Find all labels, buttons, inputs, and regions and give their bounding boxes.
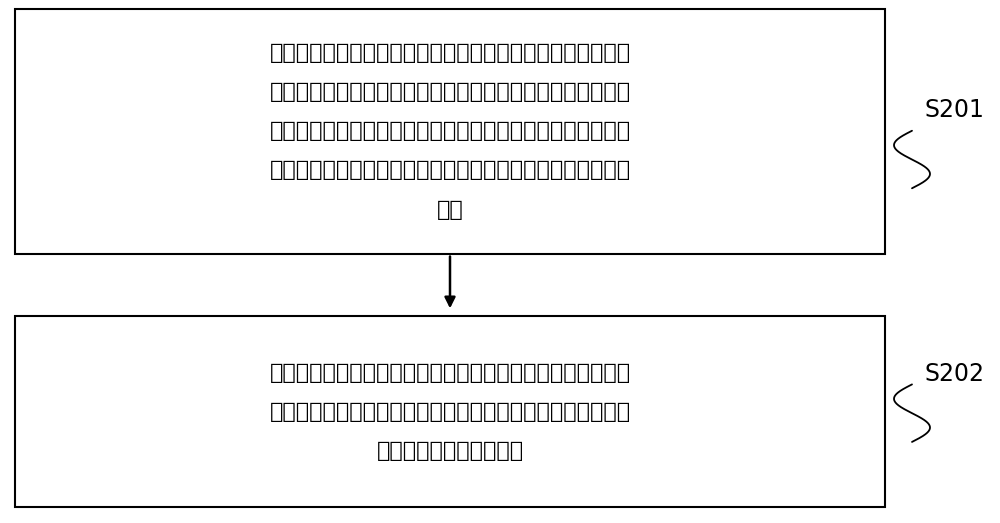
FancyBboxPatch shape — [15, 9, 885, 254]
Text: S201: S201 — [924, 98, 984, 122]
Text: 转动至达到堵转状态，并将电机在达到该堵转状态时的转动圈: 转动至达到堵转状态，并将电机在达到该堵转状态时的转动圈 — [269, 402, 631, 422]
Text: 在变化量为零且电机未达到堵转状态时，控制电机沿预设方向: 在变化量为零且电机未达到堵转状态时，控制电机沿预设方向 — [269, 362, 631, 383]
Text: 在转向管柱的调节过程中，以转向管柱的电机的零点转动圈数: 在转向管柱的调节过程中，以转向管柱的电机的零点转动圈数 — [269, 43, 631, 63]
Text: 堵转状态时预定的转动圈数，变化量用于确定转向管柱的调节: 堵转状态时预定的转动圈数，变化量用于确定转向管柱的调节 — [269, 161, 631, 180]
Text: S202: S202 — [924, 362, 984, 386]
Text: 量，其中，零点转动圈数是所述电机在沿预设方向转动至达到: 量，其中，零点转动圈数是所述电机在沿预设方向转动至达到 — [269, 121, 631, 141]
FancyBboxPatch shape — [15, 316, 885, 507]
Text: 为基准，实时记录电机的转动圈数相对于零点转动圈数的变化: 为基准，实时记录电机的转动圈数相对于零点转动圈数的变化 — [269, 82, 631, 102]
Text: 数作为新的零点转动圈数: 数作为新的零点转动圈数 — [376, 441, 524, 461]
Text: 位置: 位置 — [437, 200, 463, 220]
